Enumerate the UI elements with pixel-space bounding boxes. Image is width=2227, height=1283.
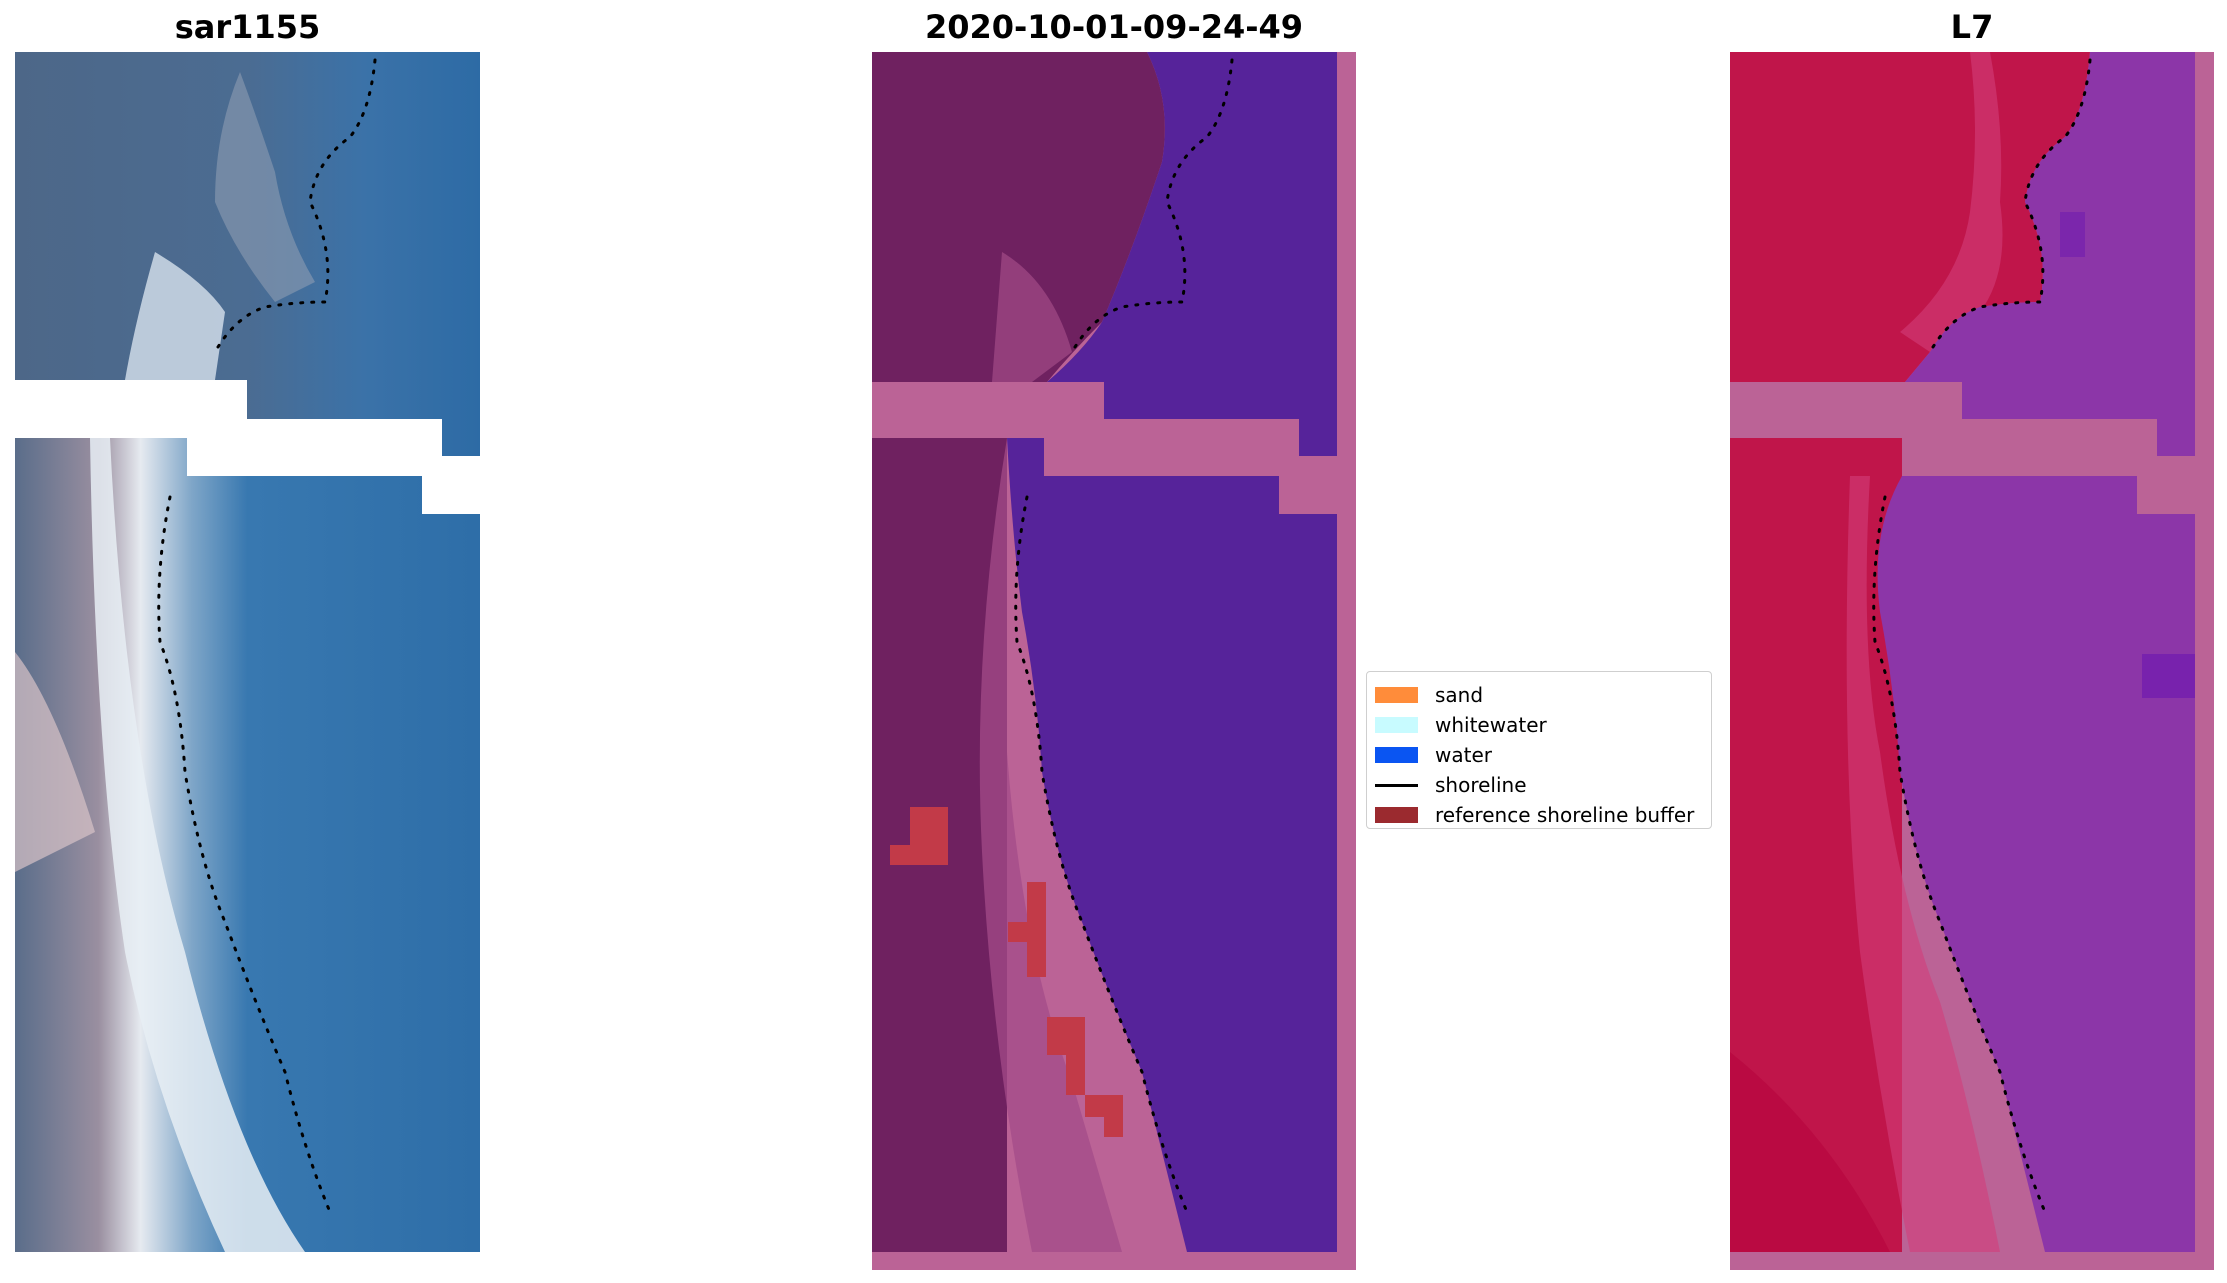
legend-label-sand: sand — [1435, 683, 1484, 707]
rgb-image-panel — [15, 52, 480, 1252]
legend: sand whitewater water shoreline referenc… — [1366, 671, 1712, 829]
legend-item-water: water — [1375, 740, 1711, 770]
legend-item-shoreline: shoreline — [1375, 770, 1711, 800]
panel-title-rgb: sar1155 — [174, 8, 321, 46]
sand-swatch — [1375, 687, 1418, 703]
reference-buffer-swatch — [1375, 807, 1418, 823]
whitewater-swatch — [1375, 717, 1418, 733]
legend-label-reference-buffer: reference shoreline buffer — [1435, 803, 1695, 827]
legend-item-whitewater: whitewater — [1375, 710, 1711, 740]
legend-item-reference-buffer: reference shoreline buffer — [1375, 800, 1711, 830]
shoreline-line-swatch — [1375, 783, 1418, 787]
index-image-panel — [1730, 52, 2214, 1270]
legend-label-water: water — [1435, 743, 1492, 767]
legend-label-whitewater: whitewater — [1435, 713, 1547, 737]
classified-image-panel — [872, 52, 1356, 1270]
panel-title-classified: 2020-10-01-09-24-49 — [924, 8, 1304, 46]
legend-item-sand: sand — [1375, 680, 1711, 710]
legend-label-shoreline: shoreline — [1435, 773, 1527, 797]
panel-title-index: L7 — [1950, 8, 1994, 46]
water-swatch — [1375, 747, 1418, 763]
